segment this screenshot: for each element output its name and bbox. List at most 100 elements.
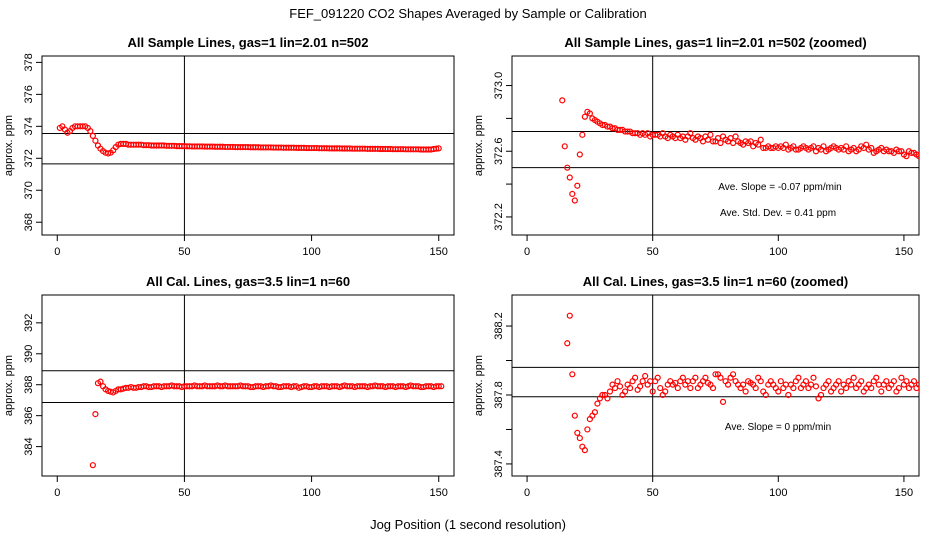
data-point — [574, 182, 581, 189]
data-point — [929, 382, 934, 387]
y-tick-label: 388.2 — [493, 312, 505, 340]
data-point — [757, 136, 764, 143]
data-point — [89, 462, 96, 469]
data-point — [579, 131, 586, 138]
data-point — [898, 374, 905, 381]
y-tick-label: 372 — [23, 149, 35, 167]
data-point — [709, 138, 717, 145]
x-tick-label: 100 — [302, 487, 320, 499]
data-point — [775, 388, 782, 395]
data-point — [614, 378, 621, 385]
data-point — [621, 388, 629, 395]
data-point — [569, 190, 576, 198]
x-tick-label: 150 — [895, 246, 913, 258]
figure-title: FEF_091220 CO2 Shapes Averaged by Sample… — [289, 6, 646, 21]
data-point — [574, 429, 581, 437]
data-point — [709, 384, 717, 392]
panel-title: All Sample Lines, gas=1 lin=2.01 n=502 (… — [564, 35, 866, 50]
data-point — [873, 374, 880, 381]
data-point — [825, 378, 832, 385]
data-series — [89, 378, 445, 469]
data-point — [687, 384, 694, 392]
data-point — [890, 378, 897, 385]
data-point — [895, 148, 903, 155]
y-tick-label: 392 — [23, 314, 35, 332]
x-tick-label: 150 — [430, 246, 448, 258]
data-point — [616, 383, 624, 390]
panel-title: All Cal. Lines, gas=3.5 lin=1 n=60 (zoom… — [583, 274, 849, 289]
data-point — [810, 374, 817, 381]
data-point — [657, 384, 664, 392]
x-tick-label: 100 — [302, 246, 320, 258]
data-point — [639, 378, 646, 385]
data-point — [732, 133, 739, 140]
plot-frame — [511, 55, 920, 236]
data-point — [674, 384, 681, 392]
data-point — [642, 372, 649, 380]
data-point — [742, 388, 749, 395]
x-tick-label: 0 — [54, 487, 60, 499]
data-point — [564, 340, 571, 347]
data-point — [586, 110, 593, 117]
data-point — [932, 386, 936, 391]
data-point — [433, 145, 440, 152]
data-point — [576, 434, 583, 442]
x-tick-label: 0 — [524, 246, 530, 258]
data-point — [915, 153, 919, 160]
data-point — [922, 152, 927, 157]
data-point — [924, 382, 929, 387]
data-point — [649, 388, 656, 395]
y-axis-label: approx. ppm — [473, 355, 485, 416]
data-point — [707, 131, 714, 138]
panel-sample-lines-zoomed: All Sample Lines, gas=1 lin=2.01 n=502 (… — [473, 35, 932, 258]
data-point — [729, 139, 737, 147]
y-axis-label: approx. ppm — [3, 115, 15, 176]
data-point — [868, 384, 875, 392]
data-point — [654, 374, 661, 381]
data-point — [918, 389, 919, 394]
y-tick-label: 390 — [23, 345, 35, 363]
data-point — [858, 378, 865, 385]
data-series — [559, 97, 932, 204]
data-point — [559, 97, 566, 104]
data-point — [571, 197, 578, 204]
data-point — [702, 374, 709, 381]
data-point — [903, 378, 910, 385]
x-tick-label: 50 — [178, 487, 190, 499]
x-tick-label: 50 — [178, 246, 190, 258]
y-tick-label: 372.6 — [493, 137, 505, 165]
data-point — [719, 398, 727, 405]
x-tick-label: 100 — [769, 246, 787, 258]
data-point — [729, 371, 737, 378]
x-tick-label: 150 — [895, 487, 913, 499]
panel-sample-lines: All Sample Lines, gas=1 lin=2.01 n=502 0 5… — [3, 35, 455, 258]
data-point — [87, 128, 94, 135]
data-point — [712, 371, 719, 378]
data-point — [757, 378, 764, 385]
data-point — [604, 395, 611, 402]
data-point — [782, 141, 789, 148]
data-point — [848, 381, 855, 388]
data-point — [438, 383, 445, 390]
data-point — [927, 147, 932, 152]
data-point — [594, 400, 601, 407]
y-tick-label: 388 — [23, 376, 35, 394]
data-point — [915, 381, 919, 388]
data-point — [435, 383, 442, 390]
data-point — [632, 374, 639, 381]
data-point — [97, 378, 104, 385]
y-tick-label: 387.4 — [493, 450, 505, 478]
data-point — [89, 132, 96, 140]
data-point — [817, 391, 825, 399]
data-point — [835, 378, 842, 385]
data-point — [724, 381, 732, 388]
data-point — [812, 383, 820, 390]
data-point — [868, 144, 875, 152]
annotation-text: Ave. Slope = 0 ppm/min — [725, 422, 831, 433]
annotation-text: Ave. Std. Dev. = 0.41 ppm — [720, 208, 836, 219]
x-tick-label: 50 — [647, 487, 659, 499]
x-tick-label: 0 — [54, 246, 60, 258]
data-point — [662, 388, 669, 395]
data-point — [581, 113, 588, 120]
y-tick-label: 372.2 — [493, 203, 505, 231]
